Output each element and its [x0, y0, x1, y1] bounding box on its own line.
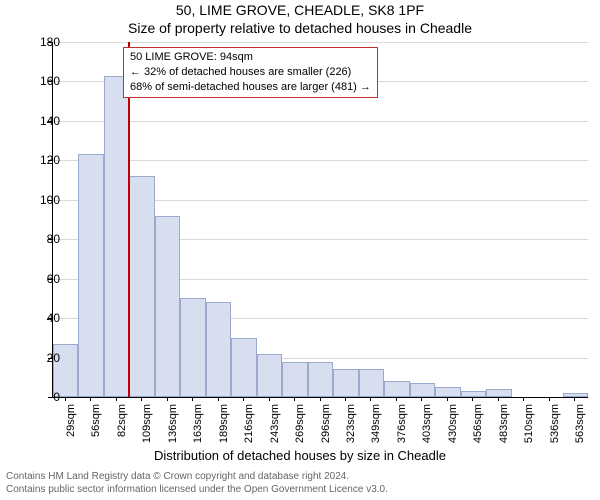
annotation-line-1: 50 LIME GROVE: 94sqm [130, 50, 371, 65]
x-tick-mark [269, 397, 270, 401]
x-tick-mark [549, 397, 550, 401]
footer-attribution: Contains HM Land Registry data © Crown c… [6, 471, 388, 496]
x-tick-label: 376sqm [396, 404, 408, 454]
y-tick-mark [48, 279, 52, 280]
histogram-bar [461, 391, 486, 397]
x-tick-mark [574, 397, 575, 401]
x-tick-label: 216sqm [243, 404, 255, 454]
histogram-bar [180, 298, 205, 397]
x-tick-mark [498, 397, 499, 401]
histogram-bar [231, 338, 256, 397]
histogram-bar [155, 216, 180, 397]
y-tick-mark [48, 397, 52, 398]
histogram-bar [129, 176, 154, 397]
histogram-bar [206, 302, 231, 397]
y-tick-mark [48, 121, 52, 122]
x-tick-mark [370, 397, 371, 401]
y-tick-label: 80 [20, 232, 60, 246]
histogram-bar [308, 362, 333, 398]
x-tick-mark [320, 397, 321, 401]
x-tick-label: 109sqm [141, 404, 153, 454]
x-tick-label: 483sqm [498, 404, 510, 454]
x-tick-label: 269sqm [294, 404, 306, 454]
x-tick-mark [116, 397, 117, 401]
x-tick-label: 403sqm [421, 404, 433, 454]
x-tick-label: 29sqm [65, 404, 77, 454]
x-tick-label: 56sqm [90, 404, 102, 454]
y-tick-mark [48, 42, 52, 43]
x-tick-mark [243, 397, 244, 401]
histogram-bar [410, 383, 435, 397]
x-tick-label: 536sqm [549, 404, 561, 454]
x-tick-mark [523, 397, 524, 401]
y-tick-label: 160 [20, 74, 60, 88]
x-tick-mark [294, 397, 295, 401]
x-tick-mark [65, 397, 66, 401]
x-tick-mark [141, 397, 142, 401]
x-tick-label: 323sqm [345, 404, 357, 454]
gridline [53, 160, 588, 161]
x-tick-mark [447, 397, 448, 401]
x-tick-mark [396, 397, 397, 401]
y-tick-label: 20 [20, 351, 60, 365]
histogram-bar [257, 354, 282, 397]
x-tick-label: 243sqm [269, 404, 281, 454]
histogram-bar [359, 369, 384, 397]
histogram-bar [282, 362, 307, 398]
x-tick-mark [90, 397, 91, 401]
y-tick-label: 100 [20, 193, 60, 207]
x-tick-mark [345, 397, 346, 401]
x-tick-label: 349sqm [370, 404, 382, 454]
histogram-bar [563, 393, 588, 397]
y-tick-mark [48, 160, 52, 161]
histogram-bar [333, 369, 358, 397]
x-tick-label: 456sqm [472, 404, 484, 454]
histogram-bar [384, 381, 409, 397]
x-tick-label: 296sqm [320, 404, 332, 454]
x-tick-mark [192, 397, 193, 401]
gridline [53, 42, 588, 43]
gridline [53, 121, 588, 122]
x-tick-label: 189sqm [218, 404, 230, 454]
y-tick-mark [48, 318, 52, 319]
annotation-line-3: 68% of semi-detached houses are larger (… [130, 80, 371, 95]
x-tick-label: 82sqm [116, 404, 128, 454]
chart-container: 50, LIME GROVE, CHEADLE, SK8 1PF Size of… [0, 0, 600, 500]
x-tick-mark [167, 397, 168, 401]
x-tick-mark [421, 397, 422, 401]
histogram-bar [435, 387, 460, 397]
y-tick-label: 0 [20, 390, 60, 404]
y-tick-label: 140 [20, 114, 60, 128]
x-tick-label: 430sqm [447, 404, 459, 454]
histogram-bar [104, 76, 129, 397]
y-tick-label: 60 [20, 272, 60, 286]
y-tick-label: 40 [20, 311, 60, 325]
annotation-box: 50 LIME GROVE: 94sqm ← 32% of detached h… [123, 47, 378, 98]
histogram-bar [486, 389, 511, 397]
title-address: 50, LIME GROVE, CHEADLE, SK8 1PF [0, 2, 600, 18]
footer-line-2: Contains public sector information licen… [6, 484, 388, 497]
plot-area: 50 LIME GROVE: 94sqm ← 32% of detached h… [52, 42, 588, 398]
y-tick-mark [48, 358, 52, 359]
title-subtitle: Size of property relative to detached ho… [0, 20, 600, 36]
y-tick-mark [48, 239, 52, 240]
x-tick-label: 510sqm [523, 404, 535, 454]
x-tick-label: 163sqm [192, 404, 204, 454]
x-tick-label: 136sqm [167, 404, 179, 454]
histogram-bar [78, 154, 103, 397]
y-tick-mark [48, 81, 52, 82]
y-tick-label: 180 [20, 35, 60, 49]
x-tick-mark [472, 397, 473, 401]
y-tick-label: 120 [20, 153, 60, 167]
x-tick-mark [218, 397, 219, 401]
footer-line-1: Contains HM Land Registry data © Crown c… [6, 471, 388, 484]
y-tick-mark [48, 200, 52, 201]
x-tick-label: 563sqm [574, 404, 586, 454]
annotation-line-2: ← 32% of detached houses are smaller (22… [130, 65, 371, 80]
